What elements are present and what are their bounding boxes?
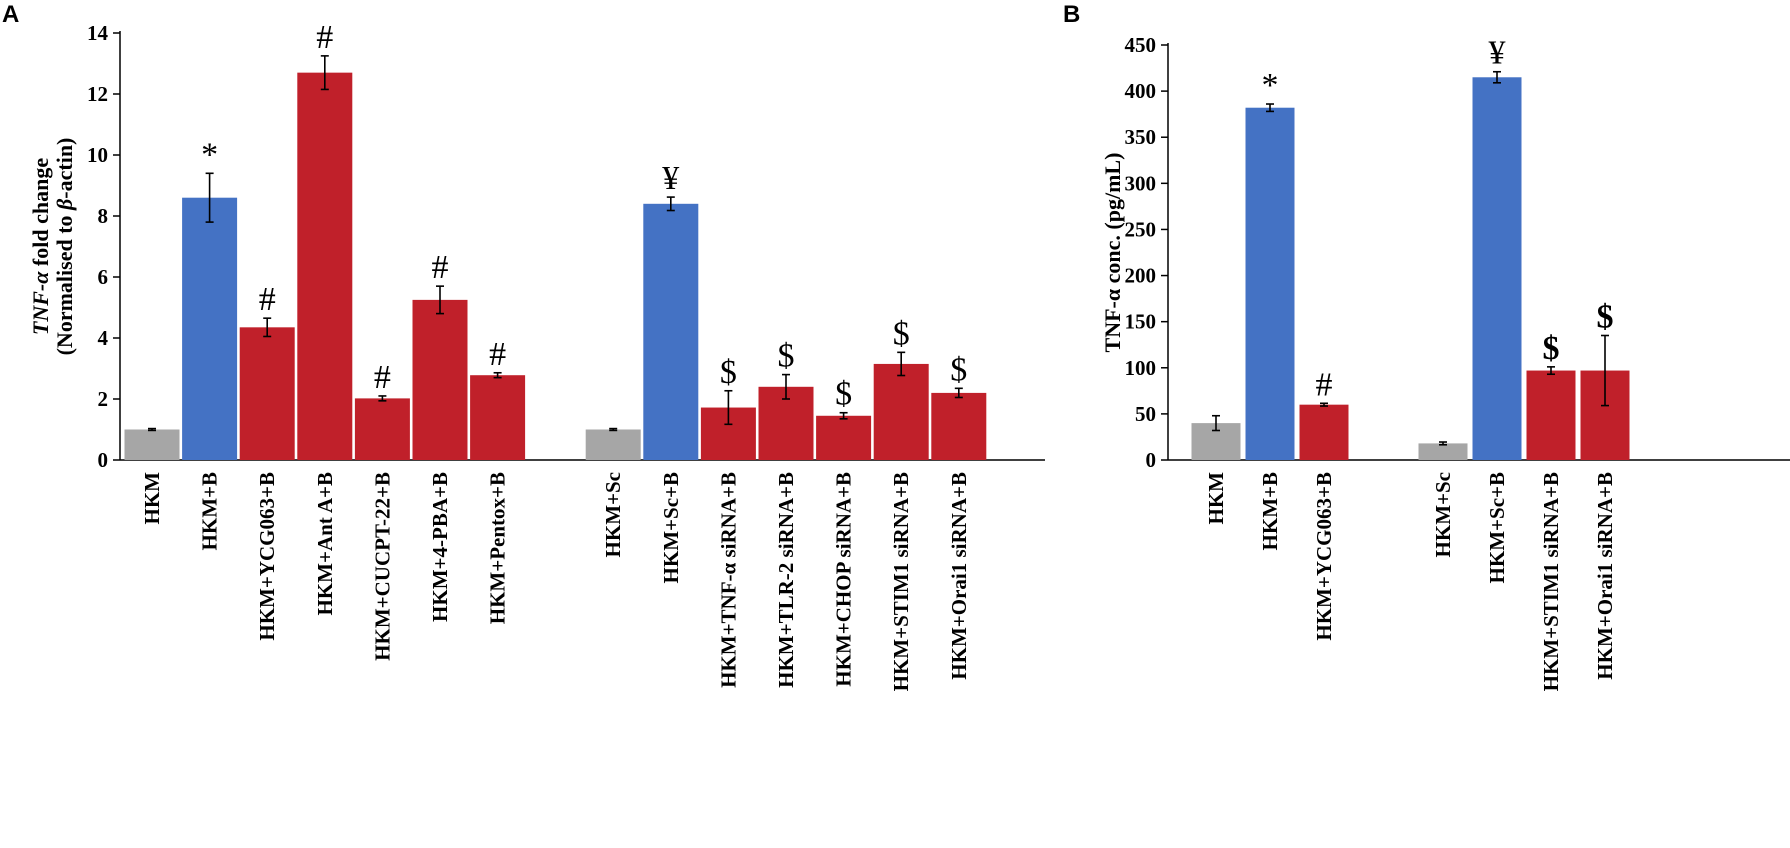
panel-a-significance-marker: * [201, 136, 218, 173]
panel-b-bar [1472, 77, 1522, 461]
panel-a-y-axis-label-line2: (Normalised to β-actin) [52, 138, 77, 356]
panel-b-category-label: HKM+Sc [1431, 472, 1455, 557]
panel-a-chart: A TNF-α fold change (Normalised to β-acti… [2, 1, 1045, 691]
panel-a-y-tick-label: 4 [98, 326, 109, 350]
panel-a-y-tick-label: 14 [87, 21, 109, 45]
panel-a-y-tick-label: 10 [87, 143, 108, 167]
panel-b-bar [1418, 443, 1468, 460]
panel-a-bar [297, 72, 353, 461]
panel-a-significance-marker: # [489, 336, 506, 373]
panel-b-significance-marker: $ [1597, 299, 1614, 336]
panel-a-significance-marker: ¥ [662, 160, 679, 197]
panel-a-category-label: HKM+TNF-α siRNA+B [716, 472, 740, 688]
panel-a-category-label: HKM+CUCPT-22+B [370, 472, 394, 661]
panel-a-letter: A [2, 1, 19, 28]
panel-b-significance-marker: # [1316, 366, 1333, 403]
panel-b-y-tick-label: 200 [1125, 264, 1157, 288]
panel-a-category-label: HKM+Orai1 siRNA+B [947, 472, 971, 680]
panel-a-bar [124, 429, 180, 460]
panel-b-y-tick-label: 150 [1125, 310, 1157, 334]
panel-a-significance-marker: $ [950, 351, 967, 388]
panel-a-significance-marker: $ [778, 338, 795, 375]
panel-a-y-axis-label-fold: fold change [28, 158, 53, 272]
panel-b-bar [1526, 370, 1576, 460]
panel-b-y-tick-label: 450 [1125, 33, 1157, 57]
panel-a-bar [873, 363, 929, 460]
panel-a-category-label: HKM+YCG063+B [255, 472, 279, 641]
panel-a-y-tick-label: 12 [87, 82, 108, 106]
panel-a-y-axis-label-norm: (Normalised to [52, 210, 77, 355]
panel-b-y-tick-label: 350 [1125, 125, 1157, 149]
panel-b-bar [1245, 107, 1295, 460]
panel-a-y-tick-label: 0 [98, 448, 109, 472]
panel-b-bar [1299, 404, 1349, 460]
panel-a-bar [931, 392, 987, 460]
panel-a-category-label: HKM+TLR-2 siRNA+B [774, 472, 798, 688]
panel-b-significance-marker: $ [1543, 330, 1560, 367]
panel-a-y-axis-label-line1: TNF-α fold change [28, 158, 53, 335]
panel-a-bars: HKM * HKM+B # HKM+YCG063+B # HKM+Ant A+B # HKM+C… [124, 19, 987, 691]
panel-b-significance-marker: ¥ [1489, 35, 1506, 72]
panel-b-y-axis-label-text: TNF-α conc. (pg/mL) [1100, 153, 1125, 353]
panel-b-category-label: HKM+Orai1 siRNA+B [1593, 472, 1617, 680]
panel-b-y-tick-label: 250 [1125, 217, 1157, 241]
panel-a-y-axis-label-actin: -actin) [52, 138, 77, 199]
panel-a-y-axis-label-beta: β [52, 198, 77, 211]
panel-a-y-tick-label: 6 [98, 265, 109, 289]
panel-a-category-label: HKM+B [198, 472, 222, 550]
panel-a-significance-marker: # [432, 249, 449, 286]
panel-b-chart: B TNF-α conc. (pg/mL) 0 50 100 150 200 250 300… [1063, 1, 1790, 691]
panel-a-y-tick-label: 2 [98, 387, 109, 411]
panel-a-bar [354, 398, 410, 460]
panel-a-y-axis-label-gene: TNF-α [28, 271, 53, 335]
panel-a-y-axis-label: TNF-α fold change (Normalised to β-actin) [28, 138, 77, 356]
panel-b-y-tick-label: 300 [1125, 171, 1157, 195]
panel-b-category-label: HKM [1204, 472, 1228, 525]
panel-b-category-label: HKM+B [1258, 472, 1282, 550]
panel-b-y-tick-label: 400 [1125, 79, 1157, 103]
panel-a-category-label: HKM+Pentox+B [486, 472, 510, 624]
panel-a-category-label: HKM+4-PBA+B [428, 472, 452, 622]
panel-a-category-label: HKM+CHOP siRNA+B [832, 472, 856, 687]
panel-a-bar [239, 327, 295, 460]
panel-b-category-label: HKM+YCG063+B [1312, 472, 1336, 641]
panel-a-category-label: HKM+Ant A+B [313, 472, 337, 616]
panel-b-y-tick-label: 100 [1125, 356, 1157, 380]
panel-a-bar [412, 299, 468, 460]
panel-b-significance-marker: * [1262, 67, 1279, 104]
panel-a-bar [470, 375, 526, 460]
panel-b-bars: HKM * HKM+B # HKM+YCG063+B HKM+Sc ¥ HKM+Sc+B $ HK… [1191, 35, 1630, 691]
panel-a-bar [585, 429, 641, 460]
panel-a-y-tick-label: 8 [98, 204, 109, 228]
panel-a-category-label: HKM+STIM1 siRNA+B [889, 472, 913, 691]
panel-a-significance-marker: # [259, 281, 276, 318]
panel-a-significance-marker: # [374, 359, 391, 396]
panel-a-bar [182, 197, 238, 460]
panel-b-category-label: HKM+Sc+B [1485, 472, 1509, 583]
panel-a-bar [816, 415, 872, 460]
panel-a-significance-marker: $ [893, 315, 910, 352]
panel-a-category-label: HKM+Sc [601, 472, 625, 557]
panel-b-y-tick-label: 50 [1135, 402, 1156, 426]
panel-a-significance-marker: # [316, 19, 333, 56]
panel-b-y-tick-label: 0 [1146, 448, 1157, 472]
panel-b-letter: B [1063, 1, 1080, 28]
panel-a-significance-marker: $ [835, 376, 852, 413]
panel-a-category-label: HKM+Sc+B [659, 472, 683, 583]
panel-a-bar [643, 203, 699, 461]
panel-a-significance-marker: $ [720, 354, 737, 391]
panel-b-y-axis-label: TNF-α conc. (pg/mL) [1100, 153, 1125, 353]
panel-b-axes: 0 50 100 150 200 250 300 350 400 450 [1125, 33, 1790, 472]
panel-a-category-label: HKM [140, 472, 164, 525]
panel-b-category-label: HKM+STIM1 siRNA+B [1539, 472, 1563, 691]
